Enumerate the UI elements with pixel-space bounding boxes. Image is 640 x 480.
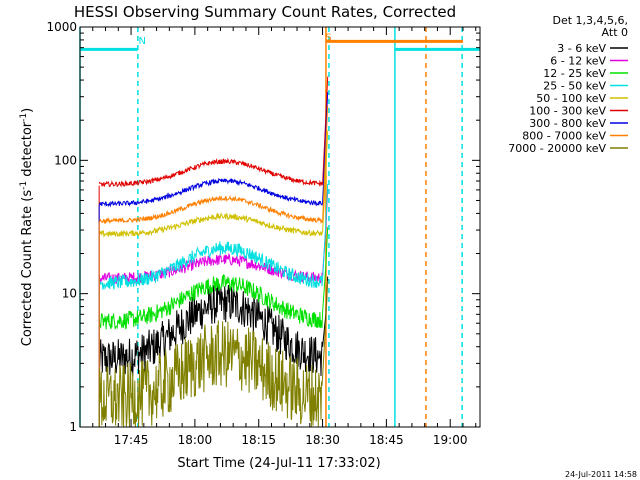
series-5-line [98,76,329,188]
x-axis-label: Start Time (24-Jul-11 17:33:02) [177,456,380,471]
legend-label: 800 - 7000 keV [522,130,606,143]
series-4-line [98,130,329,238]
x-tick-label: 17:45 [114,433,149,447]
series-0-line [98,276,329,377]
y-tick-label: 1 [69,420,77,434]
y-tick-label: 1000 [46,20,77,34]
series-7-line [98,105,329,225]
series-1-line [98,189,329,285]
y-axis-label-main: Corrected Count Rate (s [20,190,35,347]
legend-label: 12 - 25 keV [543,67,606,80]
x-tick-label: 19:00 [433,433,468,447]
legend-label: 50 - 100 keV [536,92,606,105]
series-2-line [98,226,329,330]
legend-label: 7000 - 20000 keV [508,142,606,155]
y-axis-label: Corrected Count Rate (s-1 detector-1) [19,108,35,346]
y-axis-label-sup2: -1 [19,113,29,122]
y-axis-label-end: ) [20,108,35,113]
y-axis-label-mid: detector [20,121,35,181]
axes: 17:45 18:00 18:15 18:30 18:45 19:00 1 10 100 1000 [46,20,481,447]
series-8-line [98,280,329,428]
legend-label: 300 - 800 keV [529,117,606,130]
annotation-s: S [325,32,331,43]
x-tick-label: 18:00 [178,433,213,447]
legend-title-line2: Att 0 [602,26,628,39]
x-tick-label: 18:45 [369,433,404,447]
y-axis-label-sup1: -1 [19,181,29,190]
legend-label: 3 - 6 keV [557,42,606,55]
footer-timestamp: 24-Jul-2011 14:58 [565,470,637,479]
x-tick-label: 18:30 [305,433,340,447]
axes-frame [79,26,481,428]
legend-label: 25 - 50 keV [543,80,606,93]
series-6-line [98,92,329,208]
legend-label: 6 - 12 keV [550,55,606,68]
legend-label: 100 - 300 keV [529,105,606,118]
chart-title: HESSI Observing Summary Count Rates, Cor… [74,3,456,21]
legend-title-line1: Det 1,3,4,5,6, [552,14,628,27]
x-tick-label: 18:15 [241,433,276,447]
y-tick-label: 10 [62,287,77,301]
y-tick-label: 100 [54,153,77,167]
annotation-n: N [138,36,145,47]
series-3-line [98,183,329,291]
